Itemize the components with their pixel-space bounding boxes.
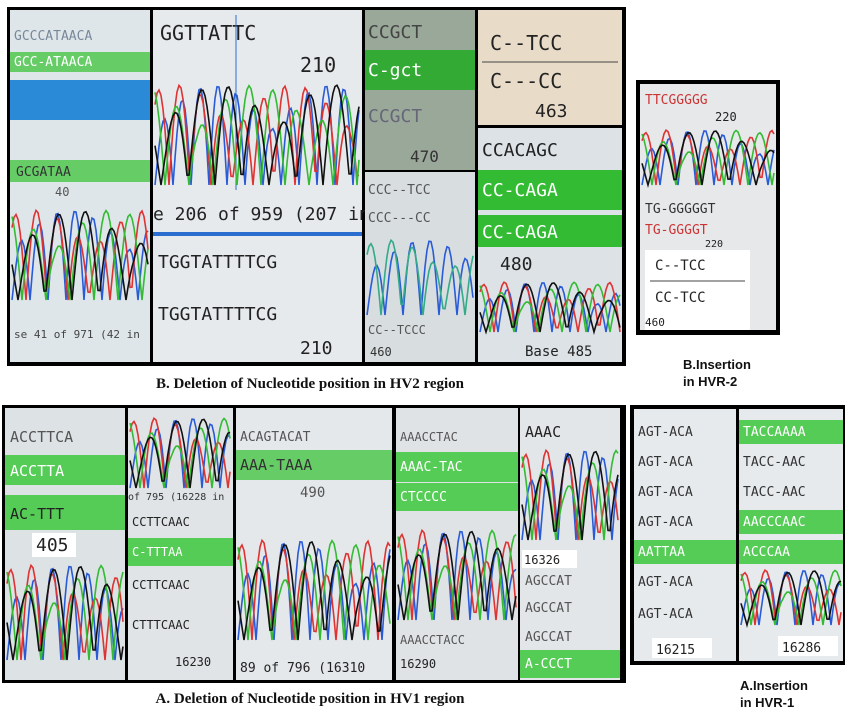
label: 470 — [410, 147, 439, 166]
label: A.Insertion — [740, 678, 808, 693]
label: 89 of 796 (16310 — [240, 661, 365, 676]
label: AATTAA — [638, 545, 685, 560]
label: CC-CAGA — [482, 180, 558, 201]
label: TGGTATTTTCG — [158, 252, 277, 273]
label: CCTTCAAC — [132, 515, 190, 529]
label: e 206 of 959 (207 in — [153, 204, 370, 225]
label: 490 — [300, 485, 325, 501]
label: ACCTTCA — [10, 428, 73, 446]
label: 16215 — [656, 643, 695, 658]
label: B. Deletion of Nucleotide position in HV… — [156, 376, 465, 392]
label: 16230 — [175, 655, 211, 669]
band — [10, 80, 150, 120]
label: GCGATAA — [16, 165, 71, 180]
label: A-CCCT — [525, 657, 572, 672]
label: 220 — [705, 239, 723, 250]
label: A. Deletion of Nucleotide position in HV… — [156, 691, 466, 707]
label: C-gct — [368, 60, 422, 81]
label: C-TTTAA — [132, 545, 183, 559]
label: CC-TCC — [655, 290, 706, 306]
label: CC--TCCC — [368, 323, 426, 337]
label: B.Insertion — [683, 357, 751, 372]
label: AAACCTAC — [400, 430, 458, 444]
label: CCGCT — [368, 22, 422, 43]
label: 210 — [300, 53, 336, 77]
label: ACAGTACAT — [240, 430, 311, 445]
label: 16326 — [524, 553, 560, 567]
label: AGT-ACA — [638, 575, 693, 590]
label: se 41 of 971 (42 in — [14, 328, 140, 341]
label: AACCCAAC — [743, 515, 806, 530]
label: CTTTCAAC — [132, 618, 190, 632]
label: 460 — [645, 316, 665, 329]
label: 40 — [55, 185, 69, 199]
label: AGCCAT — [525, 574, 572, 589]
label: AC-TTT — [10, 505, 64, 523]
label: CCC--TCC — [368, 183, 431, 198]
label: CCTTCAAC — [132, 578, 190, 592]
label: in HVR-2 — [683, 374, 737, 389]
label: TGGTATTTTCG — [158, 304, 277, 325]
label: ACCTTA — [10, 462, 64, 480]
panel — [634, 409, 736, 661]
label: 405 — [36, 535, 69, 556]
label: C--TCC — [655, 258, 706, 274]
label: 480 — [500, 254, 533, 275]
label: AAAC-TAC — [400, 460, 463, 475]
label: CC-CAGA — [482, 222, 558, 243]
label: TACC-AAC — [743, 455, 806, 470]
label: TG-GGGGGT — [645, 202, 716, 217]
label: TACCAAAA — [743, 425, 806, 440]
label: GGTTATTC — [160, 21, 256, 45]
label: AGT-ACA — [638, 515, 693, 530]
label: AAAC — [525, 423, 561, 441]
label: TTCGGGGG — [645, 93, 708, 108]
label: AGT-ACA — [638, 455, 693, 470]
label: in HVR-1 — [740, 695, 794, 710]
label: TG-GGGGT — [645, 223, 708, 238]
label: GCCCATAACA — [14, 29, 92, 44]
label: C--TCC — [490, 31, 562, 55]
label: 210 — [300, 338, 333, 359]
label: of 795 (16228 in — [128, 492, 224, 503]
label: TACC-AAC — [743, 485, 806, 500]
label: AGT-ACA — [638, 607, 693, 622]
label: CCC---CC — [368, 211, 431, 226]
label: 16290 — [400, 657, 436, 671]
label: CCACAGC — [482, 140, 558, 161]
label: 16286 — [782, 641, 821, 656]
label: AGT-ACA — [638, 485, 693, 500]
label: GCC-ATAACA — [14, 55, 92, 70]
label: CCGCT — [368, 106, 422, 127]
label: 220 — [715, 110, 737, 124]
label: ACCCAA — [743, 545, 790, 560]
label: 460 — [370, 345, 392, 359]
label: AGT-ACA — [638, 425, 693, 440]
label: 463 — [535, 101, 568, 122]
band — [153, 232, 362, 236]
label: AGCCAT — [525, 601, 572, 616]
figure: GCCCATAACA GCC-ATAACA GCGATAA 40 se 41 of 97… — [0, 0, 845, 710]
label: C---CC — [490, 69, 562, 93]
label: CTCCCC — [400, 490, 447, 505]
label: AAACCTACC — [400, 633, 465, 647]
label: AGCCAT — [525, 630, 572, 645]
label: Base 485 — [525, 344, 592, 360]
label: AAA-TAAA — [240, 456, 312, 474]
